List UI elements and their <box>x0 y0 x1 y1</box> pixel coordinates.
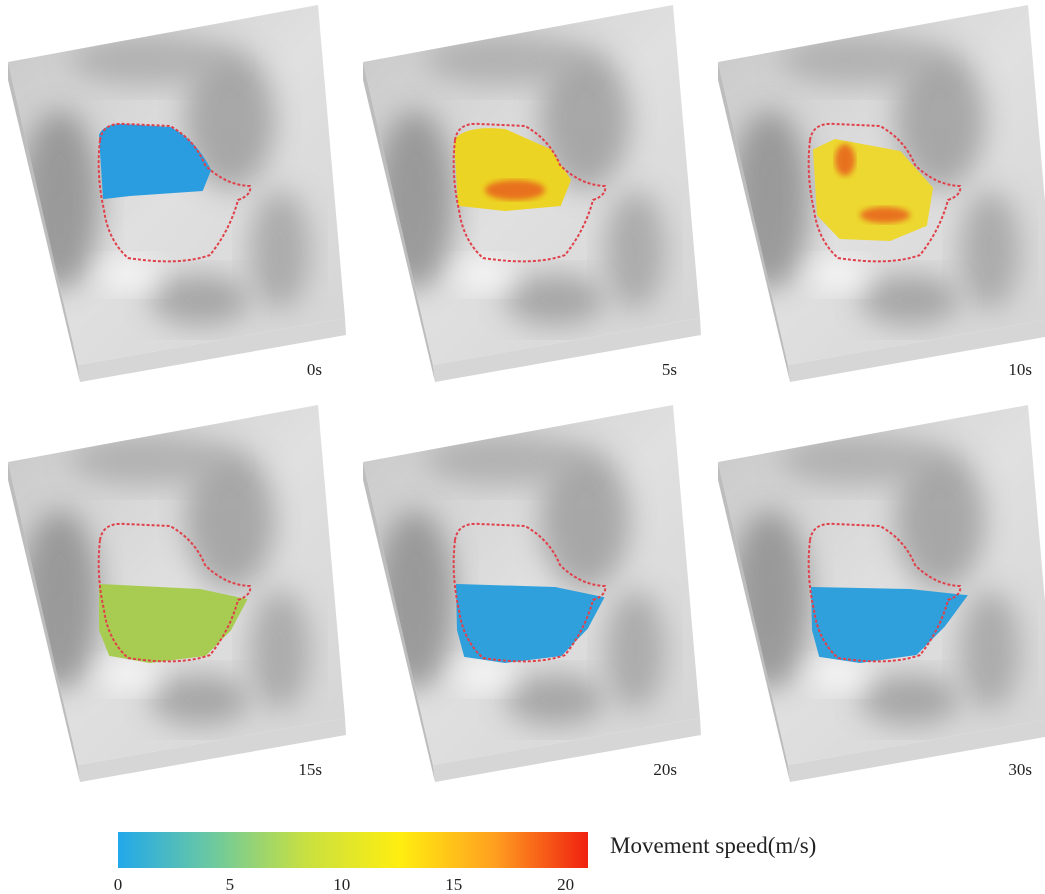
relief <box>810 660 870 690</box>
relief <box>100 660 160 690</box>
block-front <box>788 719 1045 782</box>
block-side <box>718 62 790 382</box>
colorbar-tick-label: 15 <box>445 875 462 894</box>
terrain-relief <box>375 435 665 725</box>
block-side <box>363 62 435 382</box>
block-side <box>8 462 80 782</box>
time-label: 15s <box>298 760 322 779</box>
deposit-hot <box>860 207 910 223</box>
relief <box>250 190 310 310</box>
relief <box>730 110 810 290</box>
relief <box>960 190 1020 310</box>
colorbar-tick-label: 5 <box>226 875 235 894</box>
panel: 30s <box>718 405 1045 782</box>
relief <box>70 435 230 485</box>
time-label: 10s <box>1008 360 1032 379</box>
relief <box>455 260 515 290</box>
relief <box>425 35 585 85</box>
block-front <box>433 718 701 782</box>
relief <box>730 510 810 690</box>
relief <box>185 450 275 590</box>
block-front <box>78 718 346 782</box>
relief <box>505 275 605 325</box>
deposit <box>455 583 605 664</box>
terrain-relief <box>20 35 310 325</box>
deposit <box>98 123 212 200</box>
terrain-relief <box>375 35 665 325</box>
time-label: 30s <box>1008 760 1032 779</box>
time-label: 0s <box>307 360 322 379</box>
relief <box>150 675 250 725</box>
deposit <box>810 586 968 664</box>
time-label: 5s <box>662 360 677 379</box>
source-outline <box>807 522 962 663</box>
relief <box>20 510 100 690</box>
relief <box>505 675 605 725</box>
relief <box>375 110 455 290</box>
colorbar-tick-label: 20 <box>557 875 574 894</box>
source-outline <box>452 122 607 263</box>
source-outline <box>97 522 252 663</box>
block-side <box>718 462 790 782</box>
relief <box>960 590 1020 710</box>
relief <box>605 590 665 710</box>
relief <box>185 50 275 190</box>
panel: 10s <box>718 5 1045 382</box>
source-outline <box>807 122 962 263</box>
colorbar-tick-label: 10 <box>333 875 350 894</box>
relief <box>860 675 960 725</box>
relief <box>20 110 100 290</box>
panel: 20s <box>363 405 701 782</box>
relief <box>810 260 870 290</box>
colorbar-tick-label: 0 <box>114 875 123 894</box>
relief <box>860 275 960 325</box>
colorbar <box>118 832 588 868</box>
terrain-relief <box>20 435 310 725</box>
relief <box>250 590 310 710</box>
relief <box>375 510 455 690</box>
deposit <box>99 583 248 664</box>
panel: 0s <box>8 5 346 382</box>
block-side <box>8 62 80 382</box>
relief <box>540 50 630 190</box>
time-label: 20s <box>653 760 677 779</box>
relief <box>605 190 665 310</box>
relief <box>455 660 515 690</box>
relief <box>150 275 250 325</box>
source-outline <box>97 122 252 263</box>
relief <box>100 260 160 290</box>
colorbar-label: Movement speed(m/s) <box>610 833 816 858</box>
relief <box>780 35 940 85</box>
block-front <box>433 318 701 382</box>
relief <box>425 435 585 485</box>
relief <box>895 450 985 590</box>
relief <box>70 35 230 85</box>
deposit-hot <box>835 144 855 176</box>
relief <box>895 50 985 190</box>
panel: 5s <box>363 5 701 382</box>
deposit-hot <box>485 180 545 200</box>
block-front <box>78 318 346 382</box>
relief <box>540 450 630 590</box>
panel: 15s <box>8 405 346 782</box>
block-side <box>363 462 435 782</box>
source-outline <box>452 522 607 663</box>
block-front <box>788 319 1045 382</box>
relief <box>780 435 940 485</box>
terrain-relief <box>730 435 1020 725</box>
